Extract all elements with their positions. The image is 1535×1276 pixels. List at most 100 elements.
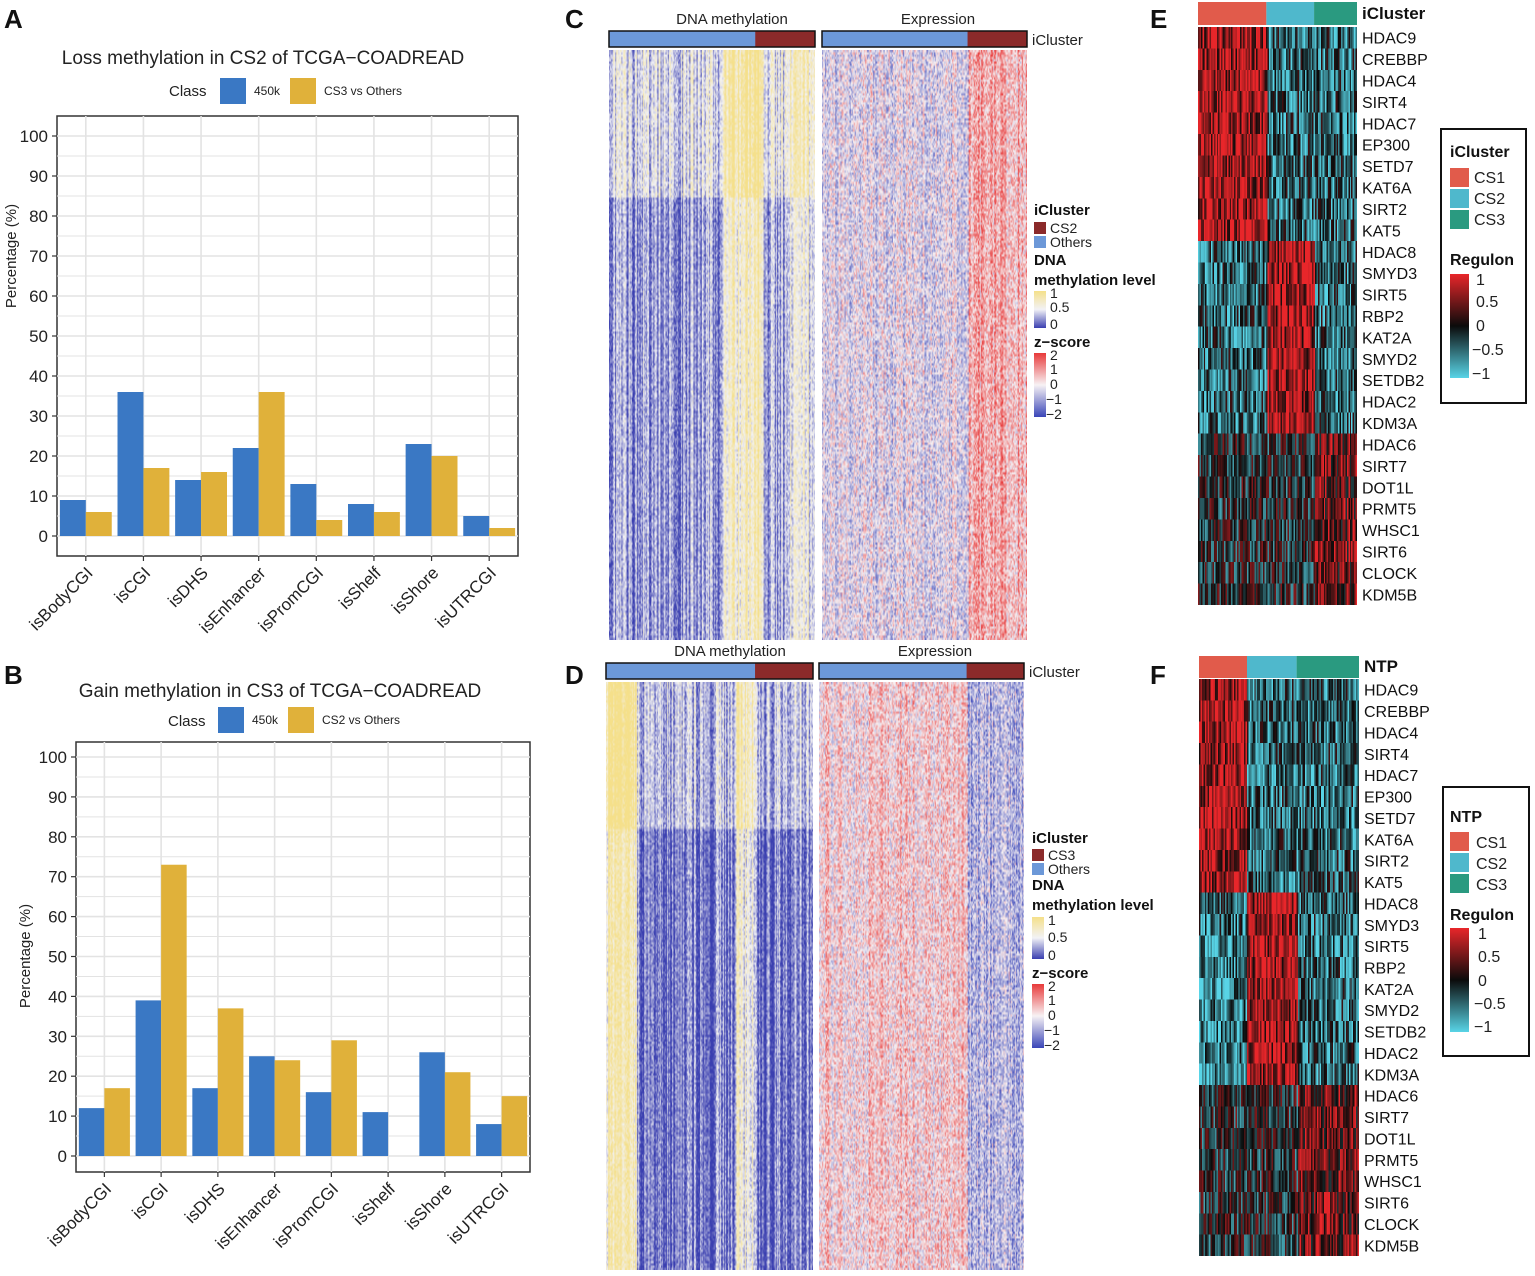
heatmap-e-regulon-tick-0: 0	[1476, 318, 1485, 335]
chart-b-xtick-label-isBodyCGI: isBodyCGI	[44, 1179, 115, 1250]
chart-a-ytick-label: 40	[29, 367, 48, 386]
chart-b-ytick-label: 70	[48, 868, 67, 887]
panel-d: D DNA methylation Expression iCluster iC…	[565, 643, 1154, 1270]
chart-a-bar-isShelf-1	[373, 512, 400, 536]
heatmap-e-legend: iCluster CS1 CS2 CS3 Regulon 1 0.5 0 −0.…	[1440, 128, 1527, 404]
chart-a-xtick-label-isDHS: isDHS	[164, 563, 211, 610]
heatmap-e-legend-swatch-cs2	[1450, 189, 1469, 208]
heatmap-e-row-label-SMYD3: SMYD3	[1362, 266, 1417, 283]
chart-b-bar-isCGI-1	[161, 864, 187, 1156]
heatmap-f-legend-scale-title: Regulon	[1450, 907, 1514, 924]
heatmap-e-regulon-tick-05: 0.5	[1476, 294, 1498, 311]
heatmap-c-methylation-matrix	[609, 50, 815, 640]
heatmap-e-row-label-SIRT6: SIRT6	[1362, 544, 1407, 561]
panel-label-c: C	[565, 4, 584, 34]
heatmap-f-legend-label-cs2: CS2	[1476, 856, 1507, 873]
chart-a-bar-isPromCGI-0	[290, 484, 317, 536]
chart-b-legend: Class 450k CS2 vs Others	[168, 707, 400, 733]
heatmap-d-legend-group-title: iCluster	[1032, 830, 1088, 847]
heatmap-c-meth-tick-1: 1	[1050, 285, 1058, 301]
chart-b-legend-swatch-cs2	[288, 707, 314, 733]
heatmap-f-row-label-SMYD2: SMYD2	[1364, 1003, 1419, 1020]
heatmap-e-row-label-HDAC9: HDAC9	[1362, 31, 1416, 48]
heatmap-c	[608, 30, 1028, 640]
heatmap-e-legend-scale-title: Regulon	[1450, 252, 1514, 269]
heatmap-c-z-tick-2: 2	[1050, 347, 1058, 363]
chart-a-bar-isEnhancer-1	[258, 392, 285, 536]
chart-a-ytick-label: 80	[29, 207, 48, 226]
chart-b-xtick-label-isShore: isShore	[402, 1179, 456, 1233]
chart-a-plot: 0 10 20 30 40 50 60 70 80 90 100 isBodyCGI isCGI isDH…	[20, 115, 519, 637]
heatmap-c-z-colorbar	[1034, 353, 1046, 417]
chart-b-bar-isPromCGI-0	[305, 1092, 332, 1156]
heatmap-f-regulon-tick-1: 1	[1478, 926, 1487, 943]
chart-b-legend-title: Class	[168, 713, 206, 730]
heatmap-f-row-label-WHSC1: WHSC1	[1364, 1174, 1422, 1191]
heatmap-d	[605, 662, 1025, 1270]
heatmap-d-legend-z-title: z−score	[1032, 965, 1088, 982]
chart-b-bar-isShore-1	[444, 1072, 471, 1156]
heatmap-e-row-label-PRMT5: PRMT5	[1362, 502, 1416, 519]
chart-a-title: Loss methylation in CS2 of TCGA−COADREAD	[62, 48, 465, 69]
heatmap-e-regulon-tick-m05: −0.5	[1472, 342, 1504, 359]
heatmap-e-row-label-KAT2A: KAT2A	[1362, 330, 1412, 347]
heatmap-f-legend-swatch-cs1	[1450, 832, 1469, 851]
heatmap-d-legend-meth-title-1: DNA	[1032, 877, 1065, 894]
heatmap-f-regulon-colorbar	[1450, 928, 1469, 1032]
panel-e: E iCluster HDAC9 CREBBP HDAC4 SIRT4 HDAC7 EP3…	[1150, 2, 1527, 605]
heatmap-f-row-label-CLOCK: CLOCK	[1364, 1217, 1419, 1234]
heatmap-f-legend-label-cs1: CS1	[1476, 835, 1507, 852]
heatmap-e-legend-swatch-cs3	[1450, 210, 1469, 229]
panel-label-f: F	[1150, 660, 1166, 690]
heatmap-d-annotation-label: iCluster	[1029, 664, 1080, 681]
heatmap-f-annotation-cs1	[1199, 656, 1247, 678]
chart-a-xtick-label-isCGI: isCGI	[111, 563, 154, 606]
heatmap-c-title-methylation: DNA methylation	[676, 11, 788, 28]
chart-a-bar-isBodyCGI-0	[59, 500, 86, 536]
heatmap-d-legend-label-others: Others	[1048, 861, 1090, 877]
heatmap-f-row-label-HDAC7: HDAC7	[1364, 768, 1418, 785]
heatmap-e-row-label-CLOCK: CLOCK	[1362, 566, 1417, 583]
heatmap-d-expression-matrix	[819, 682, 1024, 1270]
heatmap-e-row-label-CREBBP: CREBBP	[1362, 52, 1428, 69]
heatmap-d-meth-tick-1: 1	[1048, 912, 1056, 928]
heatmap-e-regulon-colorbar	[1450, 274, 1469, 378]
heatmap-f-regulon-tick-0: 0	[1478, 973, 1487, 990]
heatmap-e-row-label-KAT6A: KAT6A	[1362, 181, 1412, 198]
heatmap-e-row-label-KDM5B: KDM5B	[1362, 587, 1417, 604]
heatmap-f-row-label-SIRT2: SIRT2	[1364, 854, 1409, 871]
chart-b-bar-isBodyCGI-0	[78, 1108, 105, 1156]
chart-b-ytick-label: 0	[58, 1147, 67, 1166]
heatmap-c-legend-group-title: iCluster	[1034, 202, 1090, 219]
heatmap-d-methylation-matrix	[606, 682, 813, 1270]
heatmap-f-row-label-KAT5: KAT5	[1364, 875, 1403, 892]
heatmap-c-meth-tick-0: 0	[1050, 316, 1058, 332]
heatmap-e-annotation-cs1	[1198, 2, 1267, 25]
heatmap-d-z-tick-1: 1	[1048, 992, 1056, 1008]
heatmap-e-annotation-cs3	[1314, 2, 1357, 25]
chart-b-ytick-label: 90	[48, 788, 67, 807]
heatmap-d-meth-tick-0: 0	[1048, 947, 1056, 963]
heatmap-c-legend-swatch-others	[1034, 236, 1046, 248]
heatmap-c-z-tick-1: 1	[1050, 361, 1058, 377]
panel-a: A Loss methylation in CS2 of TCGA−COADRE…	[3, 4, 519, 637]
heatmap-f-regulon-tick-m1: −1	[1474, 1019, 1492, 1036]
heatmap-c-legend-meth-title-1: DNA	[1034, 252, 1067, 269]
heatmap-e-row-label-SIRT2: SIRT2	[1362, 202, 1407, 219]
chart-a-ytick-label: 90	[29, 167, 48, 186]
panel-c: C DNA methylation Expression iCluster iC…	[565, 4, 1156, 640]
chart-a-ytick-label: 0	[39, 527, 48, 546]
heatmap-c-z-tick-0: 0	[1050, 376, 1058, 392]
chart-a-bar-isEnhancer-0	[232, 448, 259, 536]
heatmap-e-row-label-KDM3A: KDM3A	[1362, 416, 1417, 433]
chart-b-bar-isDHS-1	[217, 1008, 244, 1156]
heatmap-f-row-label-KDM3A: KDM3A	[1364, 1067, 1419, 1084]
heatmap-d-annotation-group-1	[966, 663, 1024, 679]
heatmap-e-row-label-DOT1L: DOT1L	[1362, 480, 1414, 497]
heatmap-f-annotation-cs2	[1247, 656, 1297, 678]
chart-b-bar-isDHS-0	[192, 1088, 218, 1156]
chart-a-bar-isUTRCGI-1	[489, 528, 516, 536]
panel-b: B Gain methylation in CS3 of TCGA−COADRE…	[4, 660, 531, 1253]
heatmap-d-meth-tick-05: 0.5	[1048, 929, 1068, 945]
